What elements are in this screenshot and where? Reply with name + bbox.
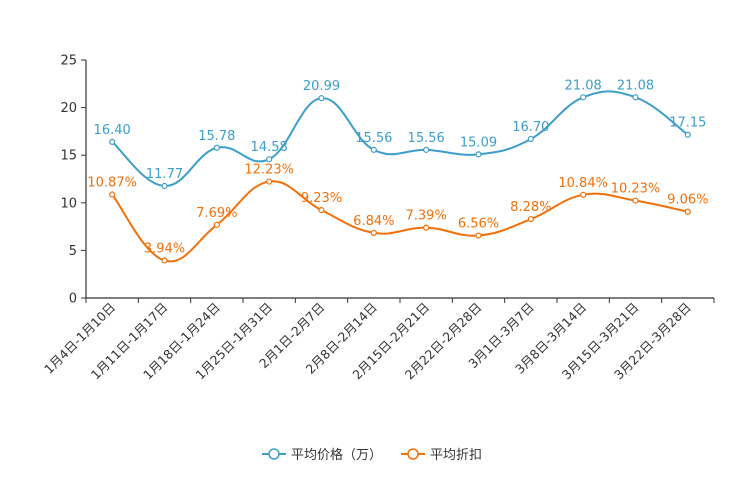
- data-point: [109, 138, 116, 145]
- y-tick-label: 20: [60, 101, 77, 116]
- data-label: 9.23%: [301, 191, 342, 206]
- legend-label: 平均折扣: [430, 448, 482, 463]
- data-point: [423, 224, 430, 231]
- data-label: 15.56: [408, 131, 445, 146]
- y-tick-label: 5: [69, 244, 77, 259]
- data-label: 7.69%: [196, 206, 237, 221]
- y-tick-label: 0: [69, 292, 77, 307]
- data-label: 6.84%: [353, 214, 394, 229]
- y-tick-label: 10: [60, 196, 77, 211]
- data-label: 8.28%: [510, 200, 551, 215]
- legend-item-1[interactable]: 平均折扣: [401, 448, 482, 463]
- data-point: [632, 197, 639, 204]
- data-point: [266, 178, 273, 185]
- data-label: 9.06%: [667, 193, 708, 208]
- y-axis: 0 5 10 15 20 25: [60, 54, 87, 307]
- data-label: 10.87%: [87, 176, 137, 191]
- data-point: [684, 131, 691, 138]
- data-label: 21.08: [565, 78, 602, 93]
- data-label-layer: 16.40 11.77 15.78 14.58 20.99 15.56 15.56 15.09…: [87, 78, 708, 256]
- data-label: 10.23%: [611, 182, 661, 197]
- data-point: [632, 94, 639, 101]
- data-point: [213, 221, 220, 228]
- data-label: 21.08: [617, 78, 654, 93]
- data-label: 20.99: [303, 79, 340, 94]
- data-point: [527, 135, 534, 143]
- data-point: [161, 257, 168, 264]
- data-point: [213, 144, 220, 151]
- data-point: [580, 191, 587, 198]
- data-label: 17.15: [669, 116, 706, 131]
- data-point: [161, 182, 168, 190]
- data-label: 7.39%: [406, 209, 447, 224]
- data-point: [370, 229, 377, 236]
- data-point: [684, 208, 691, 215]
- data-label: 16.40: [94, 123, 131, 138]
- data-point: [318, 95, 325, 102]
- data-label: 14.58: [251, 140, 288, 155]
- data-point: [475, 232, 482, 239]
- y-tick-label: 15: [60, 149, 77, 164]
- data-point: [580, 94, 587, 101]
- legend-marker: [407, 448, 419, 460]
- series-layer: [109, 90, 691, 264]
- data-point: [318, 207, 325, 214]
- data-label: 12.23%: [244, 163, 294, 178]
- data-label: 15.78: [198, 129, 235, 144]
- data-point: [266, 156, 273, 163]
- legend-item-0[interactable]: 平均价格（万）: [262, 447, 382, 463]
- data-label: 6.56%: [458, 217, 499, 232]
- data-label: 3.94%: [144, 241, 185, 256]
- data-label: 11.77: [146, 167, 183, 182]
- legend[interactable]: 平均价格（万） 平均折扣: [262, 447, 482, 463]
- y-tick-label: 25: [60, 54, 77, 69]
- x-axis: 1月4日-1月10日1月11日-1月17日1月18日-1月24日1月25日-1月…: [41, 297, 715, 382]
- data-label: 16.70: [512, 120, 549, 135]
- data-point: [423, 146, 430, 153]
- data-point: [109, 191, 116, 198]
- data-label: 15.09: [460, 135, 497, 150]
- data-label: 10.84%: [558, 176, 608, 191]
- data-point: [370, 146, 377, 153]
- legend-marker: [268, 448, 280, 460]
- data-point: [527, 216, 534, 223]
- data-point: [475, 151, 482, 158]
- series-line-1: [111, 180, 689, 263]
- data-label: 15.56: [355, 131, 392, 146]
- legend-label: 平均价格（万）: [291, 447, 382, 463]
